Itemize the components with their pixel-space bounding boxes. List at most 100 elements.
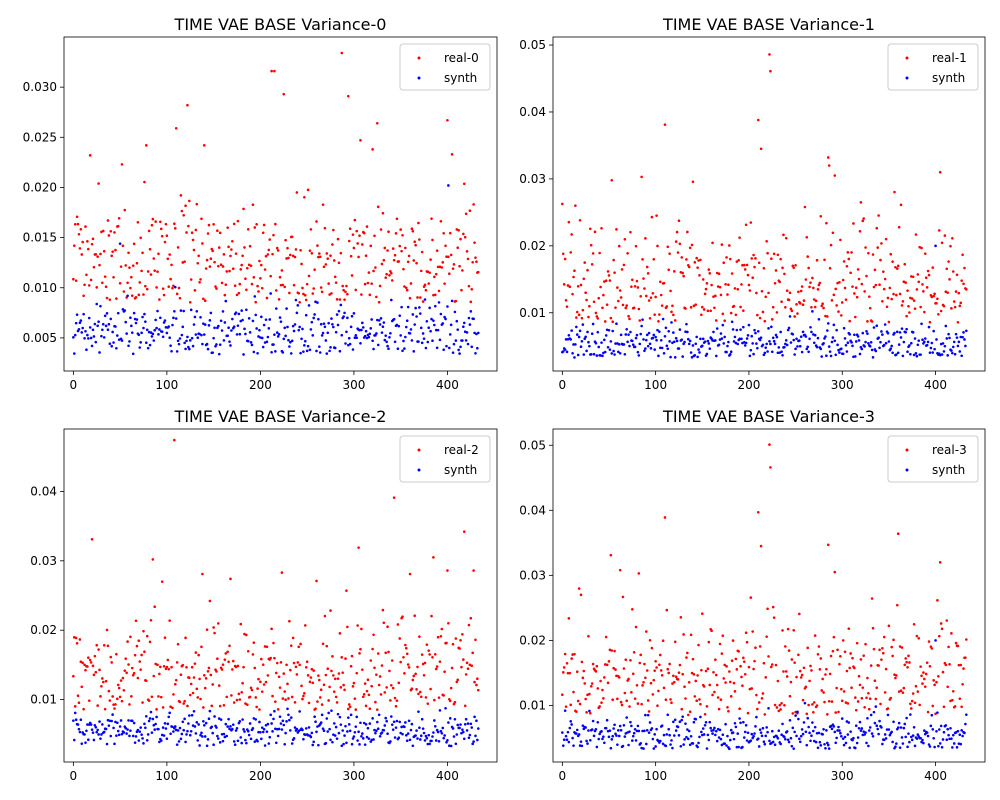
data-point (645, 742, 648, 746)
data-point (375, 295, 378, 299)
data-point (573, 652, 576, 656)
data-point (185, 231, 188, 234)
data-point (251, 727, 255, 730)
data-point (280, 728, 284, 731)
data-point (403, 672, 406, 675)
data-point (592, 352, 596, 356)
data-point (628, 317, 631, 321)
data-point (792, 338, 796, 342)
data-point (695, 256, 698, 260)
data-point (378, 675, 382, 678)
data-point (947, 260, 950, 263)
data-point (358, 328, 361, 332)
data-point (582, 669, 586, 673)
data-point (678, 328, 682, 331)
data-point (184, 740, 187, 744)
data-point (767, 291, 770, 295)
data-point (567, 334, 571, 337)
data-point (860, 347, 864, 351)
data-point (417, 340, 420, 343)
data-point (666, 347, 670, 351)
data-point (197, 723, 200, 726)
data-point (280, 571, 284, 574)
data-point (383, 724, 387, 727)
data-point (75, 313, 79, 316)
data-point (244, 702, 247, 705)
data-point (262, 727, 266, 731)
data-point (835, 686, 838, 690)
data-point (614, 306, 617, 309)
data-point (828, 350, 832, 353)
data-point (721, 634, 725, 638)
data-point (706, 309, 710, 313)
data-point (883, 323, 887, 326)
data-point (561, 252, 565, 256)
data-point (450, 153, 454, 156)
data-point (206, 669, 210, 673)
data-point (677, 347, 681, 350)
data-point (303, 293, 307, 297)
data-point (449, 323, 453, 327)
data-point (684, 697, 687, 700)
data-point (281, 697, 285, 700)
data-point (561, 731, 564, 734)
data-point (577, 587, 581, 590)
data-point (650, 215, 654, 219)
data-point (212, 336, 215, 340)
data-point (350, 274, 354, 277)
data-point (896, 532, 900, 536)
data-point (677, 734, 681, 737)
data-point (137, 739, 141, 742)
data-point (644, 237, 647, 240)
data-point (698, 698, 701, 701)
legend-label: synth (932, 71, 965, 85)
data-point (155, 715, 158, 719)
data-point (349, 713, 353, 717)
data-point (567, 220, 571, 224)
data-point (775, 706, 779, 709)
data-point (937, 312, 940, 316)
data-point (947, 332, 950, 336)
data-point (250, 688, 254, 692)
data-point (812, 298, 816, 301)
data-point (811, 703, 814, 706)
data-point (856, 268, 860, 271)
data-point (650, 727, 654, 730)
data-point (318, 351, 322, 354)
data-point (250, 282, 254, 286)
data-point (315, 730, 318, 734)
data-point (408, 296, 412, 300)
data-point (724, 681, 727, 684)
data-point (364, 723, 368, 726)
data-point (706, 667, 710, 670)
data-point (575, 310, 579, 314)
data-point (675, 230, 679, 234)
data-point (821, 733, 824, 736)
data-point (393, 696, 397, 700)
data-point (378, 323, 382, 326)
data-point (90, 728, 94, 731)
data-point (459, 345, 462, 349)
data-point (687, 342, 691, 346)
data-point (310, 320, 314, 324)
data-point (415, 261, 418, 265)
data-point (97, 320, 100, 324)
data-point (359, 342, 362, 345)
data-point (824, 673, 827, 676)
data-point (605, 303, 609, 306)
data-point (352, 681, 356, 685)
data-point (270, 627, 273, 631)
data-point (696, 674, 699, 677)
data-point (877, 732, 880, 736)
data-point (161, 287, 165, 290)
data-point (198, 677, 201, 681)
data-point (145, 328, 149, 332)
data-point (293, 701, 297, 704)
data-point (585, 711, 588, 714)
data-point (826, 315, 829, 318)
data-point (142, 629, 145, 633)
data-point (927, 273, 931, 277)
data-point (251, 653, 255, 656)
data-point (617, 734, 621, 738)
data-point (230, 694, 233, 697)
